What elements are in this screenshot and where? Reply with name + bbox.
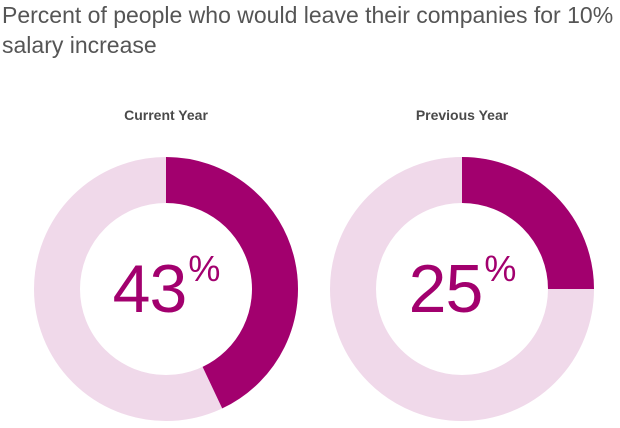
- donut-value-arc: [165, 157, 298, 409]
- donut-panel-previous-year: Previous Year 25%: [327, 104, 597, 424]
- donut-chart-current-year: [34, 157, 298, 421]
- chart-title: Percent of people who would leave their …: [2, 2, 614, 58]
- panel-label-current-year: Current Year: [124, 107, 208, 123]
- donut-chart-previous-year: [330, 157, 594, 421]
- panel-label-previous-year: Previous Year: [415, 107, 509, 123]
- donut-value-arc: [461, 157, 594, 290]
- donut-panel-current-year: Current Year 43%: [31, 104, 301, 424]
